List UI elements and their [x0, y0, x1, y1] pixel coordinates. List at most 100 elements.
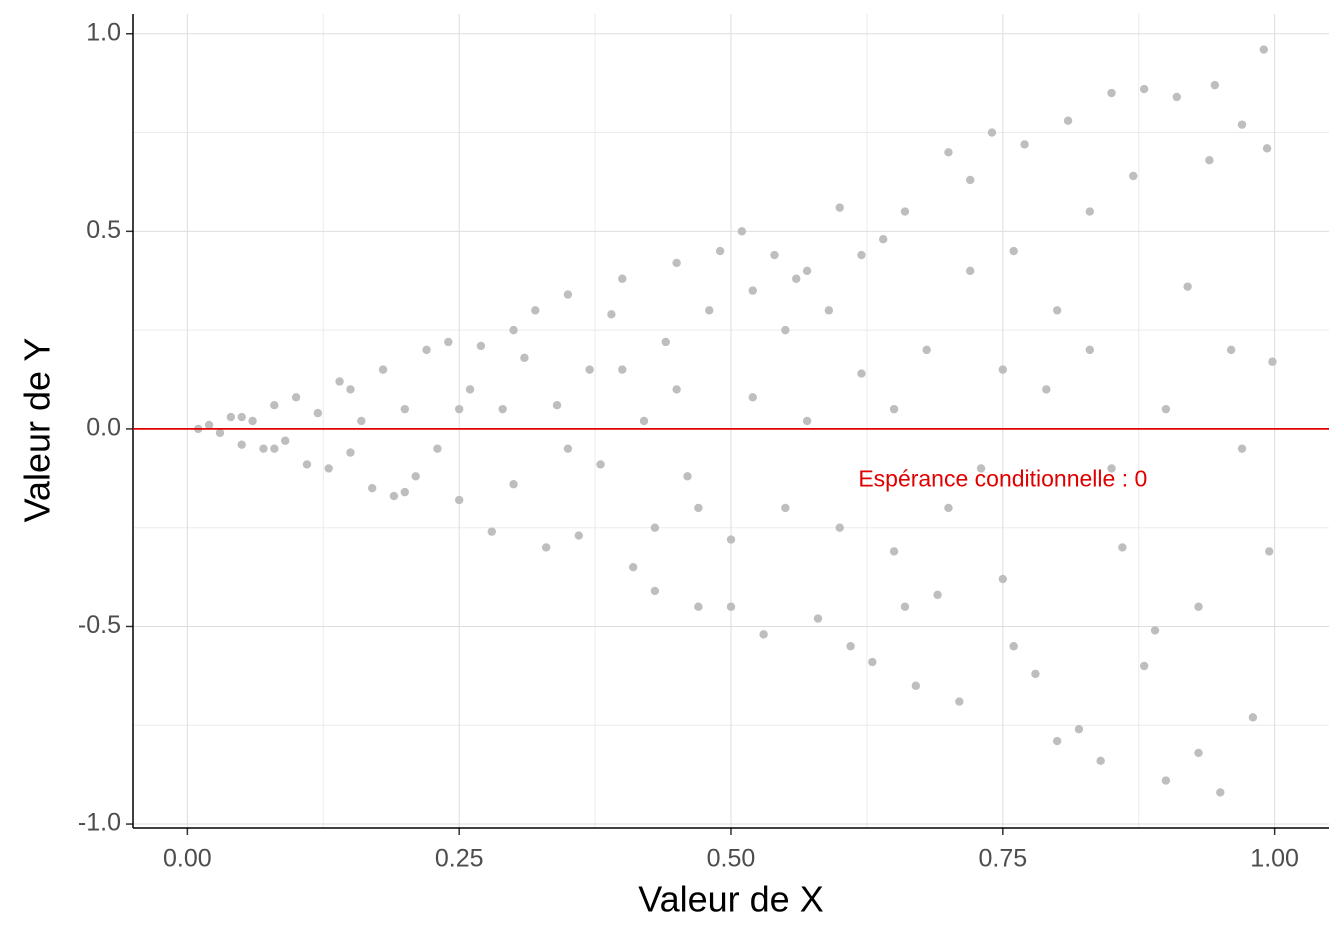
point: [368, 483, 377, 493]
point: [1237, 444, 1247, 453]
x-tick-label: 1.00: [1250, 845, 1299, 873]
point: [596, 460, 605, 469]
point: [889, 547, 899, 556]
point: [346, 385, 355, 394]
point: [1226, 345, 1236, 355]
point: [509, 325, 518, 335]
point: [998, 574, 1008, 584]
point: [857, 369, 866, 378]
point: [900, 207, 910, 216]
point: [661, 337, 670, 347]
point: [400, 487, 410, 497]
x-axis-title: Valeur de X: [638, 879, 823, 920]
point: [411, 472, 420, 481]
point: [1265, 547, 1274, 556]
point: [389, 491, 399, 501]
point: [824, 306, 834, 315]
point: [270, 444, 279, 453]
point: [639, 416, 649, 426]
point: [748, 286, 757, 295]
point: [335, 377, 344, 386]
point: [226, 412, 236, 422]
point: [748, 393, 757, 402]
point: [1107, 88, 1116, 98]
point: [1161, 776, 1171, 785]
point: [672, 258, 681, 268]
y-tick-label: 0.5: [86, 216, 121, 244]
point: [944, 148, 953, 157]
point: [759, 630, 768, 639]
point: [900, 602, 910, 611]
point: [520, 353, 529, 362]
point: [422, 345, 431, 355]
point: [324, 464, 333, 473]
point: [770, 250, 779, 260]
point: [1074, 725, 1084, 734]
point: [1085, 345, 1095, 355]
point: [585, 365, 594, 374]
point: [1237, 120, 1247, 129]
point: [726, 535, 736, 544]
point: [802, 416, 812, 426]
point: [966, 175, 975, 185]
y-tick-label: 1.0: [86, 18, 121, 46]
point: [1009, 246, 1018, 256]
point: [607, 310, 616, 319]
point: [1259, 45, 1268, 54]
point: [1268, 357, 1277, 366]
point: [1085, 207, 1095, 216]
point: [291, 393, 301, 402]
point: [1210, 80, 1220, 90]
point: [1248, 713, 1258, 722]
point: [1194, 748, 1203, 758]
point: [1063, 116, 1073, 125]
point: [1031, 669, 1040, 679]
point: [618, 365, 627, 374]
point: [1129, 171, 1138, 181]
point: [650, 586, 660, 596]
point: [357, 416, 366, 426]
x-tick-label: 0.75: [978, 845, 1027, 873]
point: [1194, 602, 1203, 611]
point: [618, 274, 627, 283]
point: [976, 464, 986, 473]
point: [1139, 661, 1149, 671]
x-tick-label: 0.00: [163, 845, 212, 873]
point: [1107, 464, 1116, 473]
point: [346, 448, 355, 457]
y-tick-label: -0.5: [78, 611, 121, 639]
point: [933, 590, 942, 600]
point: [1172, 92, 1181, 102]
point: [835, 203, 844, 212]
point: [237, 440, 246, 449]
y-axis-title: Valeur de Y: [17, 338, 58, 523]
point: [1118, 543, 1127, 552]
annotation: Espérance conditionnelle : 0: [858, 465, 1147, 491]
point: [802, 266, 812, 276]
point: [715, 246, 725, 256]
point: [694, 503, 703, 513]
point: [270, 400, 279, 410]
point: [204, 420, 214, 430]
point: [574, 531, 583, 540]
point: [281, 436, 290, 445]
point: [1052, 306, 1062, 315]
point: [552, 400, 562, 410]
point: [781, 503, 790, 513]
point: [781, 325, 790, 335]
point: [454, 495, 464, 505]
point: [911, 681, 921, 690]
point: [1052, 736, 1062, 746]
point: [509, 480, 518, 489]
point: [215, 428, 225, 438]
point: [541, 543, 551, 552]
point: [1183, 282, 1192, 291]
point: [1139, 84, 1149, 94]
point: [563, 444, 573, 453]
point: [498, 404, 507, 414]
point: [1216, 788, 1225, 797]
point: [476, 341, 486, 351]
y-tick-label: 0.0: [86, 414, 121, 442]
point: [737, 227, 747, 236]
